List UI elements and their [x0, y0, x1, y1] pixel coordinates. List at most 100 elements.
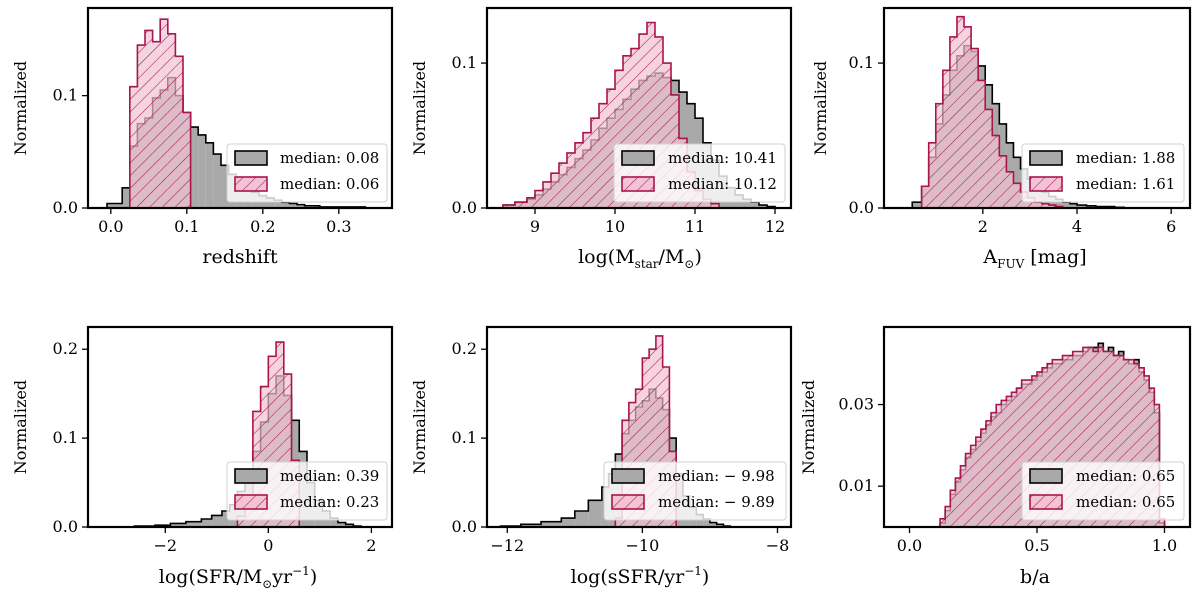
y-axis-label: Normalized	[799, 380, 818, 474]
x-tick-label: −12	[490, 536, 524, 555]
subsample-hatch-fill	[1026, 380, 1032, 527]
subsample-hatch-fill	[1006, 171, 1014, 208]
legend-swatch-hatch	[1030, 495, 1062, 509]
subsample-hatch-fill	[591, 118, 599, 208]
subsample-hatch-fill	[950, 490, 956, 527]
subsample-hatch-fill	[1082, 347, 1088, 527]
legend-swatch-grey	[1029, 150, 1063, 166]
subsample-hatch-fill	[965, 453, 971, 527]
subsample-hatch-fill	[1057, 359, 1063, 527]
subsample-hatch-fill	[942, 70, 950, 208]
subsample-hatch-fill	[268, 356, 277, 527]
legend-swatch-grey	[621, 150, 655, 166]
subsample-hatch-fill	[283, 374, 292, 527]
all-histogram-bar	[107, 203, 123, 208]
subsample-hatch-fill	[1042, 367, 1048, 527]
y-axis-label: Normalized	[11, 380, 30, 474]
subsample-hatch-fill	[703, 199, 711, 208]
histogram-bars	[911, 15, 1125, 208]
legend-label-pink: median: 0.65	[1076, 493, 1175, 511]
y-tick-label: 0.0	[452, 517, 477, 536]
x-tick-label: 10	[605, 217, 625, 236]
subsample-hatch-fill	[1048, 205, 1056, 208]
subsample-hatch-fill	[167, 33, 176, 208]
subsample-hatch-fill	[662, 367, 670, 527]
all-histogram-bar	[716, 524, 724, 527]
legend-label-grey: median: 0.65	[1076, 467, 1175, 485]
subsample-hatch-fill	[935, 103, 943, 208]
all-histogram-bar	[709, 522, 717, 527]
y-tick-label: 0.2	[452, 339, 477, 358]
legend-label-pink: median: 1.61	[1076, 175, 1175, 193]
histogram-bars	[939, 342, 1166, 527]
subsample-hatch-fill	[1001, 400, 1007, 527]
y-tick-label: 0.1	[53, 86, 78, 105]
subsample-hatch-fill	[996, 404, 1002, 527]
legend-label-pink: median: − 9.89	[658, 493, 775, 511]
subsample-hatch-fill	[960, 465, 966, 527]
subsample-hatch-fill	[1021, 380, 1027, 527]
y-tick-label: 0.0	[452, 198, 477, 217]
subsample-hatch-fill	[237, 516, 246, 527]
subsample-hatch-fill	[1016, 388, 1022, 527]
x-tick-label: 0	[263, 536, 273, 555]
all-histogram-bar	[561, 518, 575, 527]
y-tick-label: 0.01	[838, 476, 874, 495]
all-histogram-bar	[1077, 205, 1087, 208]
x-tick-label: −10	[625, 536, 659, 555]
all-histogram-bar	[190, 127, 199, 208]
subsample-hatch-fill	[642, 358, 650, 527]
subsample-hatch-fill	[975, 437, 981, 527]
legend: median: 10.41 median: 10.12	[613, 143, 786, 203]
all-histogram-bar	[201, 519, 212, 527]
subsample-hatch-fill	[543, 181, 551, 208]
subsample-histogram-outline	[939, 346, 1166, 527]
subsample-hatch-fill	[1113, 355, 1119, 527]
axis-ticks: 9 10 11 12 0.0 0.1	[452, 53, 786, 236]
subsample-hatch-fill	[129, 86, 138, 208]
legend: median: 0.08 median: 0.06	[226, 143, 388, 203]
y-tick-label: 0.1	[53, 428, 78, 447]
legend-box	[603, 461, 787, 521]
all-histogram-bar	[1055, 199, 1063, 208]
x-tick-label: 0.1	[174, 217, 199, 236]
subsample-hatch-fill	[623, 55, 631, 208]
subsample-hatch-fill	[1013, 183, 1021, 208]
y-tick-label: 0.2	[53, 339, 78, 358]
subsample-hatch-fill	[1123, 359, 1129, 527]
all-histogram-bar	[696, 514, 704, 527]
all-histogram-bar	[289, 203, 297, 208]
subsample-hatch-fill	[527, 197, 535, 208]
subsample-hatch-fill	[137, 45, 145, 208]
subsample-hatch-fill	[1031, 375, 1037, 527]
subsample-hatch-fill	[999, 155, 1007, 208]
legend-swatch-grey	[234, 468, 268, 484]
all-histogram-bar	[703, 519, 710, 527]
subsample-hatch-fill	[921, 186, 929, 208]
subsample-hatch-fill	[1139, 367, 1145, 527]
all-histogram-bar	[1069, 203, 1078, 208]
subsample-hatch-fill	[1034, 202, 1042, 208]
subsample-hatch-fill	[1077, 351, 1083, 527]
subsample-hatch-fill	[971, 48, 979, 208]
subsample-hatch-fill	[1052, 359, 1058, 527]
subsample-hatch-fill	[949, 36, 957, 208]
x-tick-label: 0.2	[250, 217, 275, 236]
plot-frame	[86, 325, 394, 529]
x-axis-label: b/a	[1020, 566, 1050, 588]
all-histogram-bar	[281, 202, 290, 208]
subsample-hatch-fill	[945, 506, 951, 527]
subsample-hatch-fill	[567, 152, 575, 208]
legend-label-pink: median: 0.06	[280, 175, 379, 193]
subsample-hatch-fill	[649, 349, 656, 527]
all-histogram-bar	[297, 204, 305, 208]
subsample-hatch-fill	[1103, 351, 1109, 527]
all-histogram-bar	[912, 202, 922, 208]
y-tick-label: 0.1	[452, 428, 477, 447]
all-histogram-bar	[743, 199, 751, 208]
all-histogram-bar	[266, 197, 275, 208]
subsample-hatch-fill	[1149, 388, 1155, 527]
axis-ticks: −12 −10 −8 0.0 0.1 0.2	[452, 339, 790, 555]
legend-label-pink: median: 0.23	[280, 493, 379, 511]
all-histogram-bar	[205, 142, 214, 208]
